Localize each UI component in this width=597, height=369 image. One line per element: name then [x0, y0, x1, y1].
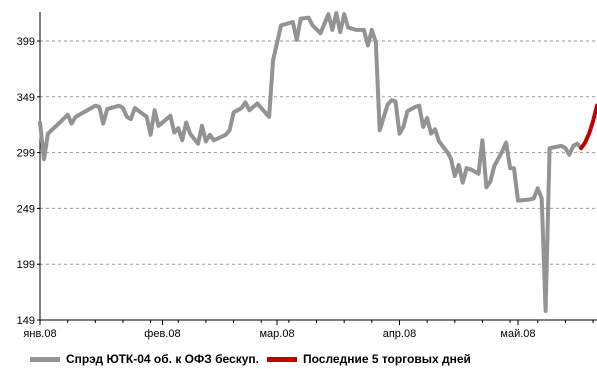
legend-item-spread: Спрэд ЮТК-04 об. к ОФЗ бескуп.	[30, 352, 259, 366]
y-tick-label: 399	[17, 36, 35, 48]
y-tick-label: 149	[17, 315, 35, 327]
x-tick-label: фев.08	[144, 328, 180, 340]
series-lines	[38, 11, 597, 314]
legend-item-last5: Последние 5 торговых дней	[266, 352, 471, 366]
gridlines	[40, 40, 597, 265]
x-tick-label: мар.08	[259, 328, 294, 340]
series-line-spread	[38, 11, 584, 314]
legend-label-last5: Последние 5 торговых дней	[302, 352, 471, 366]
x-tick-label: апр.08	[383, 328, 416, 340]
y-tick-label: 349	[17, 92, 35, 104]
legend-swatch-gray	[30, 356, 60, 362]
y-tick-label: 249	[17, 203, 35, 215]
x-tick-label: май.08	[500, 328, 535, 340]
tick-labels: 149 199 249 299 349 399 янв.08 фев.08 мар.08 апр.…	[17, 36, 536, 340]
legend-label-spread: Спрэд ЮТК-04 об. к ОФЗ бескуп.	[66, 352, 259, 366]
x-tick-label: янв.08	[23, 328, 56, 340]
legend: Спрэд ЮТК-04 об. к ОФЗ бескуп. Последние…	[30, 350, 590, 368]
y-tick-label: 199	[17, 259, 35, 271]
legend-swatch-red	[266, 356, 297, 362]
y-tick-label: 299	[17, 148, 35, 160]
series-line-last5	[579, 103, 597, 151]
line-chart: 149 199 249 299 349 399 янв.08 фев.08 мар.08 апр.…	[17, 11, 597, 340]
axes	[37, 12, 597, 325]
